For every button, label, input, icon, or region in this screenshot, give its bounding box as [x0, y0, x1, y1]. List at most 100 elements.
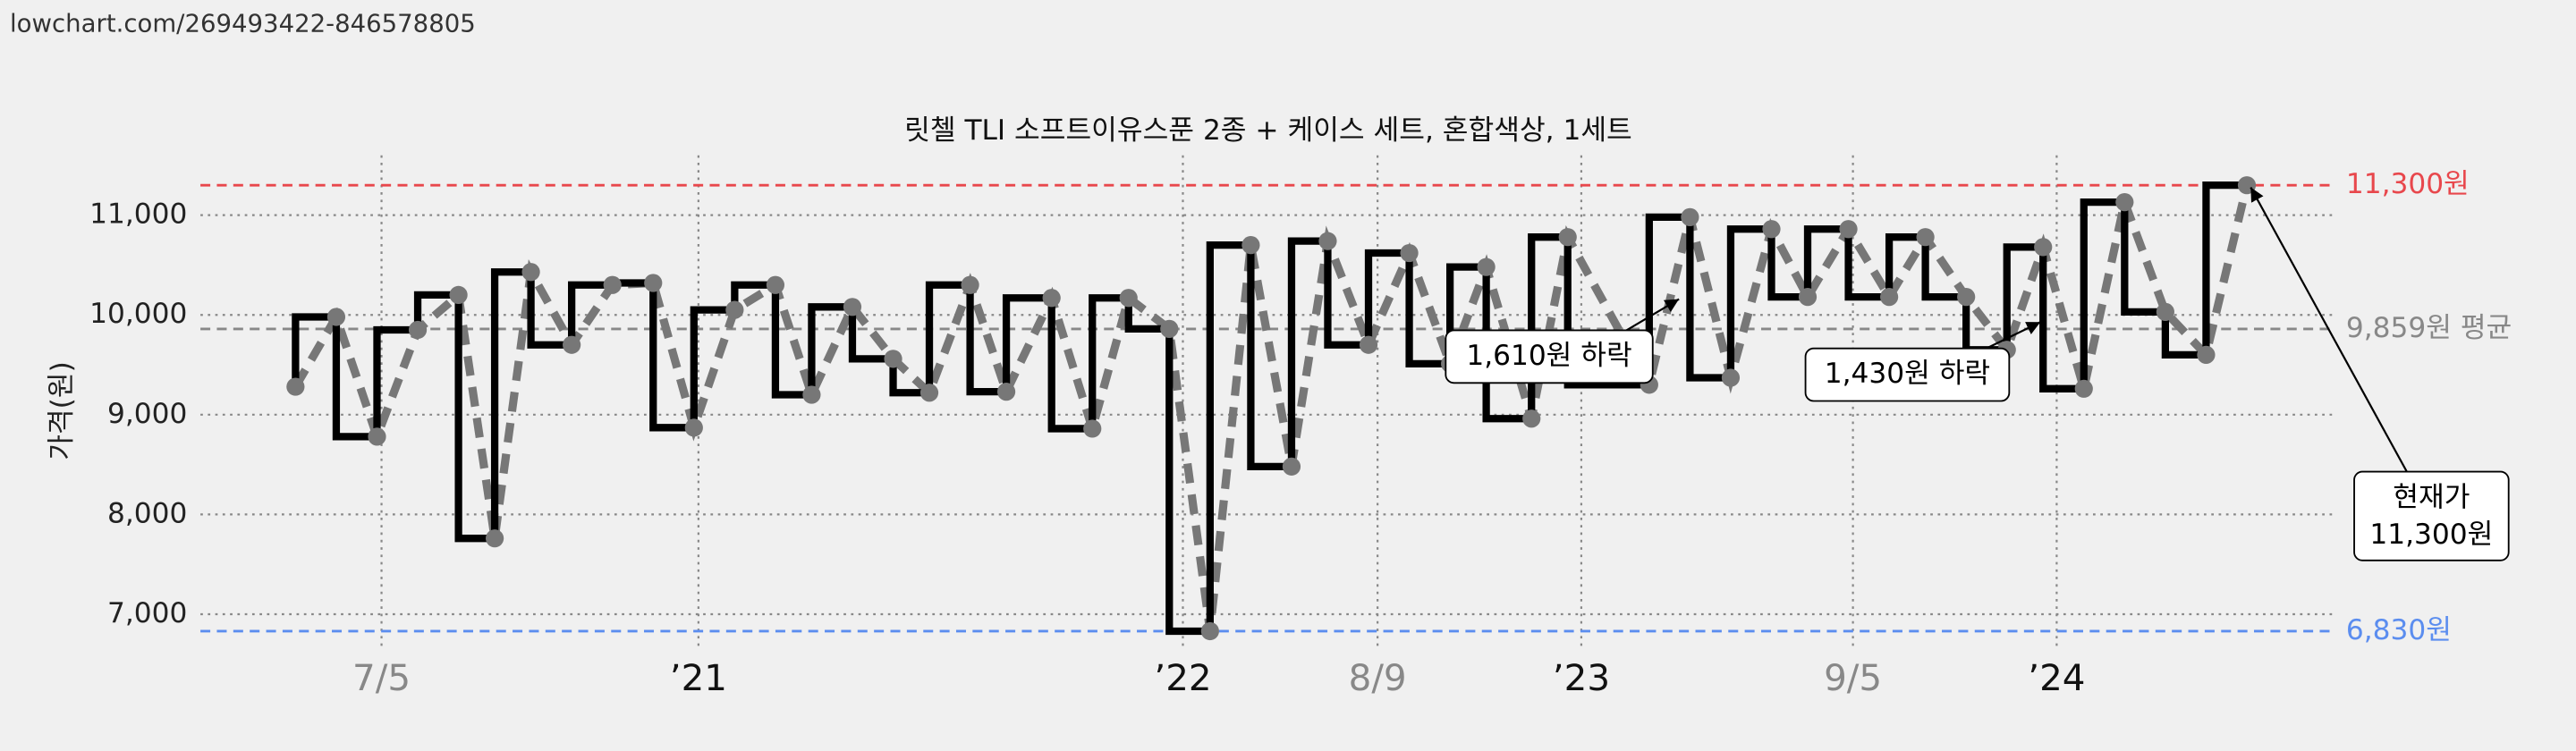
x-tick-label: ’22	[1154, 656, 1211, 699]
step-segment	[1645, 213, 1690, 385]
price-line	[292, 184, 2251, 632]
annotation-text: 1,430원 하락	[1825, 358, 1990, 390]
step-segment	[1482, 266, 1532, 423]
step-segment	[1206, 240, 1251, 631]
price-point	[919, 384, 939, 402]
step-segment	[690, 306, 735, 428]
price-point	[1957, 288, 1976, 307]
price-point	[286, 377, 305, 396]
step-segment	[1767, 229, 1808, 301]
price-point	[1721, 368, 1741, 387]
price-point	[1798, 288, 1818, 307]
step-segment	[1885, 233, 1926, 298]
step-segment	[808, 303, 852, 395]
step-segment	[373, 325, 419, 437]
step-segment	[1563, 237, 1649, 389]
price-point	[1282, 457, 1301, 476]
chart-title: 릿첼 TLI 소프트이유스푼 2종 + 케이스 세트, 혼합색상, 1세트	[904, 114, 1632, 147]
y-tick-label: 10,000	[89, 298, 187, 330]
price-point	[2115, 193, 2134, 212]
step-segment	[966, 284, 1007, 396]
price-point	[996, 383, 1016, 401]
price-point	[368, 427, 386, 446]
x-tick-label: 8/9	[1349, 656, 1407, 699]
step-segment	[848, 307, 894, 363]
price-point	[1916, 228, 1935, 247]
annotation-arrow	[2250, 187, 2408, 473]
price-point	[884, 350, 902, 368]
y-tick-label: 9,000	[107, 398, 187, 430]
price-point	[449, 285, 468, 305]
price-point	[1400, 243, 1419, 263]
x-tick-label: ’24	[2028, 656, 2085, 699]
step-segment	[2080, 198, 2125, 389]
price-point	[603, 275, 622, 294]
step-segment	[527, 272, 572, 349]
price-point	[1681, 207, 1699, 226]
step-segment	[1047, 298, 1093, 433]
price-point	[2074, 379, 2093, 398]
annotation-text: 11,300원	[2369, 519, 2493, 551]
step-segment	[925, 281, 970, 393]
price-point	[1200, 621, 1219, 641]
price-point	[684, 418, 703, 437]
x-tick-label: 7/5	[352, 656, 411, 699]
y-tick-label: 7,000	[107, 597, 187, 629]
price-point	[1880, 288, 1899, 307]
price-point	[1119, 289, 1138, 308]
step-segment	[2039, 247, 2084, 392]
price-point	[644, 274, 663, 292]
step-segment	[1287, 237, 1328, 467]
step-segment	[1726, 225, 1772, 378]
y-tick-label: 11,000	[89, 198, 187, 231]
reference-label: 9,859원 평균	[2346, 312, 2512, 344]
step-segment	[1405, 253, 1451, 368]
price-point	[1558, 228, 1577, 247]
annotation-box	[2353, 470, 2510, 561]
step-segment	[292, 313, 336, 387]
annotation-box	[1445, 329, 1654, 384]
price-point	[521, 263, 540, 282]
step-segment	[889, 359, 930, 397]
step-segment	[2121, 202, 2165, 316]
price-point	[408, 320, 428, 340]
step-segment	[568, 281, 613, 345]
x-tick-label: 9/5	[1824, 656, 1882, 699]
y-axis-label: 가격(원)	[46, 361, 78, 460]
step-segment	[332, 316, 377, 441]
x-tick-label: ’21	[670, 656, 727, 699]
step-segment	[2003, 243, 2044, 350]
price-point	[961, 275, 979, 294]
price-point	[1042, 289, 1061, 308]
step-segment	[2161, 311, 2207, 359]
annotation-arrow	[1979, 321, 2041, 353]
price-point	[802, 385, 821, 404]
annotation-text: 현재가	[2393, 481, 2470, 513]
x-tick-label: ’23	[1553, 656, 1610, 699]
price-point	[563, 335, 581, 354]
reference-label: 11,300원	[2346, 168, 2470, 200]
step-segment	[1921, 237, 1967, 301]
price-point	[1839, 220, 1858, 239]
step-segment	[1089, 294, 1129, 429]
price-point	[1359, 335, 1378, 354]
step-segment	[490, 268, 531, 539]
annotation-arrow	[1617, 298, 1680, 336]
source-url: lowchart.com/269493422-846578805	[10, 10, 476, 38]
price-point	[2197, 345, 2216, 364]
step-segment	[1364, 249, 1410, 345]
step-segment	[1844, 229, 1890, 301]
price-point	[1083, 419, 1102, 438]
step-segment	[2202, 181, 2247, 355]
price-point	[2034, 238, 2053, 257]
price-point	[1477, 257, 1496, 276]
price-point	[725, 300, 744, 319]
price-point	[1522, 409, 1541, 428]
price-point	[485, 529, 504, 548]
price-point	[2156, 302, 2174, 321]
step-segment	[1324, 240, 1369, 349]
annotation-text: 1,610원 하락	[1466, 340, 1631, 372]
step-segment	[1165, 328, 1210, 636]
